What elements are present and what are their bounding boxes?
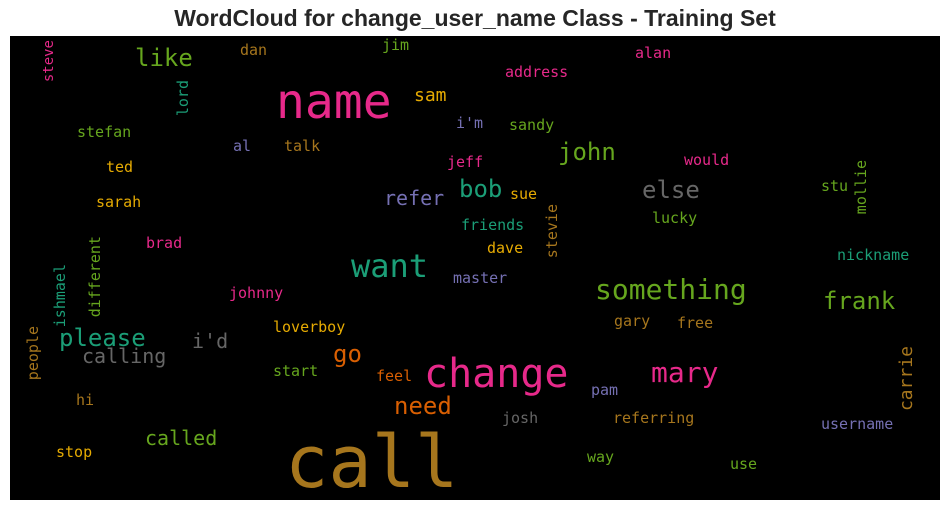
word-stefan: stefan — [77, 123, 132, 141]
word-lord: lord — [174, 80, 192, 117]
word-change: change — [424, 351, 569, 397]
word-sue: sue — [510, 185, 538, 203]
word-refer: refer — [384, 186, 445, 210]
word-bob: bob — [459, 175, 503, 203]
word-loverboy: loverboy — [273, 318, 346, 336]
word-sarah: sarah — [96, 193, 142, 211]
word-master: master — [453, 269, 508, 287]
word-carrie: carrie — [896, 346, 917, 412]
word-calling: calling — [82, 344, 167, 368]
word-talk: talk — [284, 137, 321, 155]
word-pam: pam — [591, 381, 619, 399]
word-need: need — [394, 392, 452, 420]
word-i-m: i'm — [456, 114, 484, 132]
word-sandy: sandy — [509, 116, 555, 134]
word-feel: feel — [376, 367, 413, 385]
word-mary: mary — [651, 356, 719, 389]
word-stu: stu — [821, 177, 849, 195]
word-lucky: lucky — [652, 209, 698, 227]
word-way: way — [587, 448, 615, 466]
word-else: else — [642, 176, 700, 204]
word-ted: ted — [106, 158, 134, 176]
word-john: john — [558, 138, 616, 166]
word-jim: jim — [382, 36, 410, 54]
word-gary: gary — [614, 312, 651, 330]
word-want: want — [351, 247, 429, 285]
word-name: name — [276, 74, 392, 130]
word-frank: frank — [823, 287, 896, 315]
word-jeff: jeff — [447, 153, 484, 171]
word-johnny: johnny — [229, 284, 284, 302]
word-ishmael: ishmael — [51, 264, 69, 328]
word-i-d: i'd — [192, 329, 229, 353]
word-hi: hi — [76, 391, 95, 409]
word-called: called — [145, 426, 218, 450]
wordcloud-canvas: call name change want something mary like pleas… — [10, 36, 940, 500]
word-free: free — [677, 314, 714, 332]
word-alan: alan — [635, 44, 672, 62]
word-start: start — [273, 362, 319, 380]
word-different: different — [86, 236, 104, 318]
word-josh: josh — [502, 409, 539, 427]
word-dave: dave — [487, 239, 524, 257]
word-nickname: nickname — [837, 246, 910, 264]
word-would: would — [684, 151, 730, 169]
word-stop: stop — [56, 443, 93, 461]
word-use: use — [730, 455, 758, 473]
word-go: go — [333, 340, 362, 368]
word-sam: sam — [414, 85, 447, 106]
word-like: like — [135, 44, 193, 72]
word-people: people — [24, 326, 42, 381]
word-username: username — [821, 415, 894, 433]
word-steve: steve — [41, 40, 57, 83]
word-dan: dan — [240, 41, 268, 59]
chart-title: WordCloud for change_user_name Class - T… — [174, 5, 776, 31]
word-al: al — [233, 137, 252, 155]
word-call: call — [285, 420, 459, 500]
word-brad: brad — [146, 234, 183, 252]
word-address: address — [505, 63, 569, 81]
word-stevie: stevie — [543, 204, 561, 259]
word-please: please — [59, 324, 146, 352]
word-referring: referring — [613, 409, 695, 427]
word-mollie: mollie — [852, 160, 870, 215]
word-friends: friends — [461, 216, 525, 234]
word-something: something — [595, 273, 747, 306]
